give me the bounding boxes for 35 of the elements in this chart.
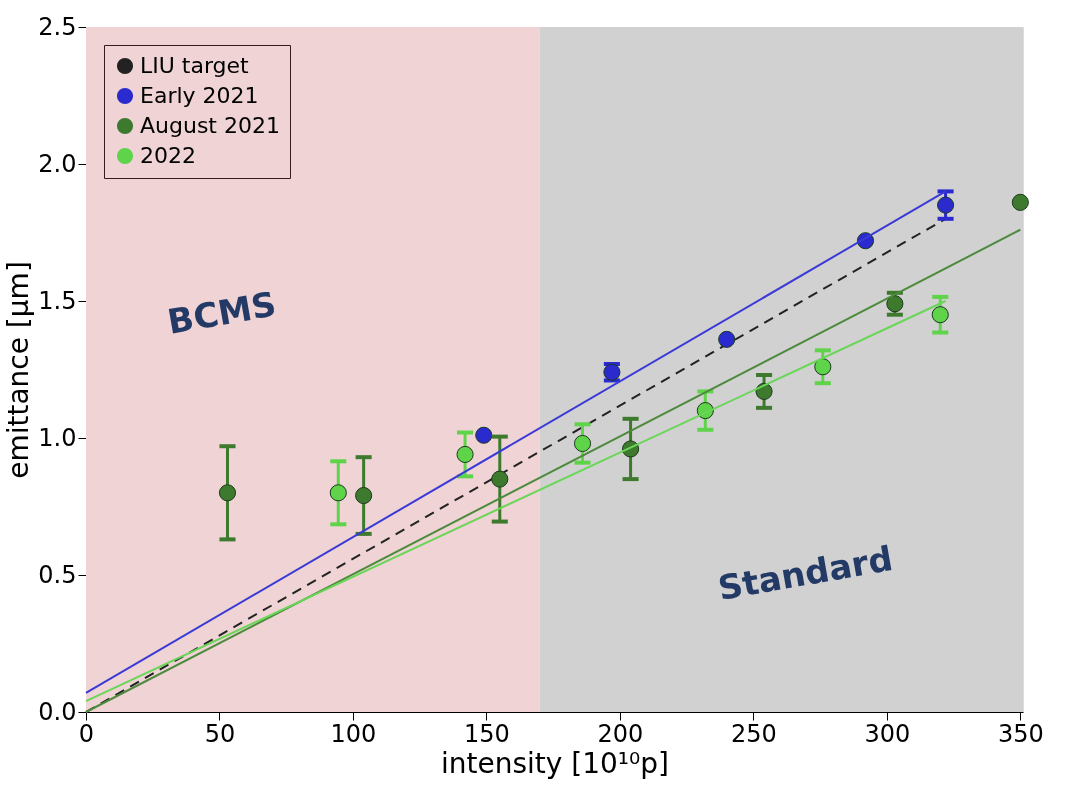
legend-label: Early 2021	[140, 83, 259, 108]
point	[456, 445, 474, 463]
band-label: Standard	[714, 538, 896, 609]
point	[355, 486, 373, 505]
point	[491, 470, 509, 488]
point	[814, 358, 832, 376]
x-tick-label: 100	[330, 719, 377, 748]
y-axis-title: emittance [µm]	[2, 261, 36, 479]
x-tick-label: 0	[78, 719, 95, 748]
y-tick-label: 1.0	[38, 423, 77, 452]
y-tick-label: 0.5	[38, 560, 77, 589]
x-axis-title: intensity [10¹⁰p]	[441, 746, 669, 780]
point	[1011, 193, 1029, 211]
point	[218, 484, 237, 502]
x-tick-label: 300	[864, 719, 911, 748]
point	[937, 196, 955, 214]
band-label: BCMS	[164, 283, 280, 342]
x-tick-label: 250	[730, 719, 777, 748]
point	[886, 295, 904, 313]
y-tick-label: 1.5	[38, 286, 77, 315]
point	[718, 330, 736, 348]
y-tick-label: 0.0	[38, 697, 77, 726]
x-tick-label: 150	[464, 719, 510, 748]
y-tick-label: 2.0	[38, 149, 77, 178]
point	[931, 306, 949, 324]
x-tick-label: 350	[997, 719, 1044, 748]
x-tick-label: 50	[204, 719, 236, 748]
legend-label: August 2021	[140, 113, 280, 138]
point	[573, 434, 592, 453]
point	[475, 426, 493, 444]
legend-label: 2022	[140, 143, 196, 168]
point	[329, 484, 347, 502]
y-tick-label: 2.5	[38, 12, 77, 41]
x-tick-label: 200	[597, 719, 644, 748]
legend-label: LIU target	[140, 53, 250, 78]
